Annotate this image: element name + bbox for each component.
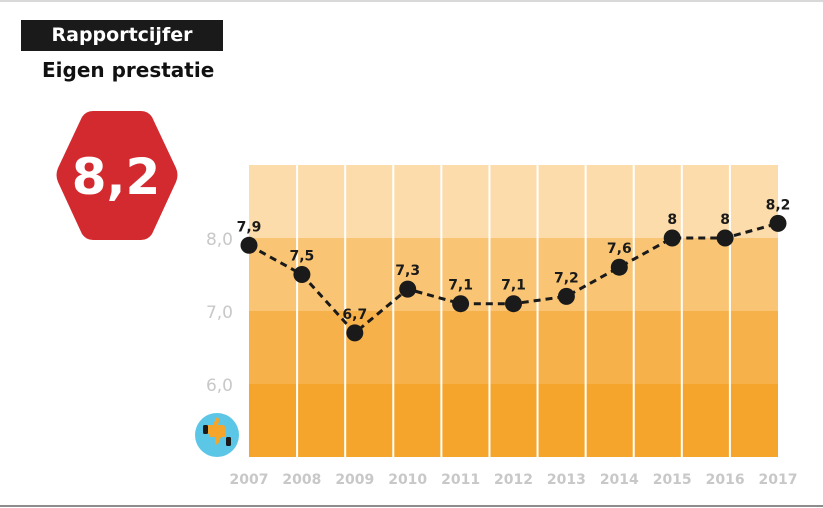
- x-tick-label: 2008: [282, 472, 321, 488]
- bottom-divider: [0, 505, 823, 507]
- data-label: 8: [667, 212, 677, 228]
- data-label: 8: [720, 212, 730, 228]
- x-tick-label: 2007: [230, 472, 269, 488]
- top-divider: [0, 0, 823, 2]
- data-label: 8,2: [766, 197, 791, 213]
- thumbs-up-down-icon: [195, 413, 239, 457]
- background-band: [249, 384, 778, 457]
- data-point: [716, 229, 734, 247]
- data-point: [293, 266, 311, 283]
- x-tick-label: 2014: [600, 472, 639, 488]
- data-label: 7,2: [554, 270, 579, 286]
- data-label: 7,1: [501, 278, 526, 294]
- x-tick-label: 2013: [547, 472, 586, 488]
- data-label: 7,5: [289, 249, 314, 265]
- data-point: [663, 229, 681, 247]
- x-tick-label: 2016: [706, 472, 745, 488]
- hexagon-shape: [56, 111, 178, 240]
- score-badge: 8,2: [56, 111, 178, 240]
- data-point: [399, 280, 417, 298]
- y-tick-label: 8,0: [206, 230, 233, 250]
- x-tick-label: 2009: [335, 472, 374, 488]
- y-tick-label: 7,0: [206, 303, 233, 323]
- background-band: [249, 165, 778, 238]
- data-point: [346, 324, 364, 342]
- background-band: [249, 311, 778, 384]
- data-point: [557, 287, 575, 305]
- x-tick-label: 2015: [653, 472, 692, 488]
- data-label: 7,6: [607, 241, 632, 257]
- data-point: [505, 295, 522, 313]
- x-tick-label: 2012: [494, 472, 533, 488]
- data-label: 7,9: [237, 219, 262, 235]
- data-point: [610, 258, 628, 276]
- data-label: 6,7: [342, 307, 367, 323]
- x-tick-label: 2011: [441, 472, 480, 488]
- x-tick-label: 2010: [388, 472, 427, 488]
- data-point: [452, 295, 470, 313]
- y-tick-label: 6,0: [206, 376, 233, 396]
- data-label: 7,3: [395, 263, 420, 279]
- data-point: [240, 236, 258, 254]
- chart-subtitle: Eigen prestatie: [42, 58, 215, 82]
- data-label: 7,1: [448, 278, 473, 294]
- score-value: 8,2: [72, 148, 161, 206]
- x-tick-label: 2017: [759, 472, 798, 488]
- data-point: [769, 214, 787, 232]
- chart-title: Rapportcijfer: [21, 20, 223, 51]
